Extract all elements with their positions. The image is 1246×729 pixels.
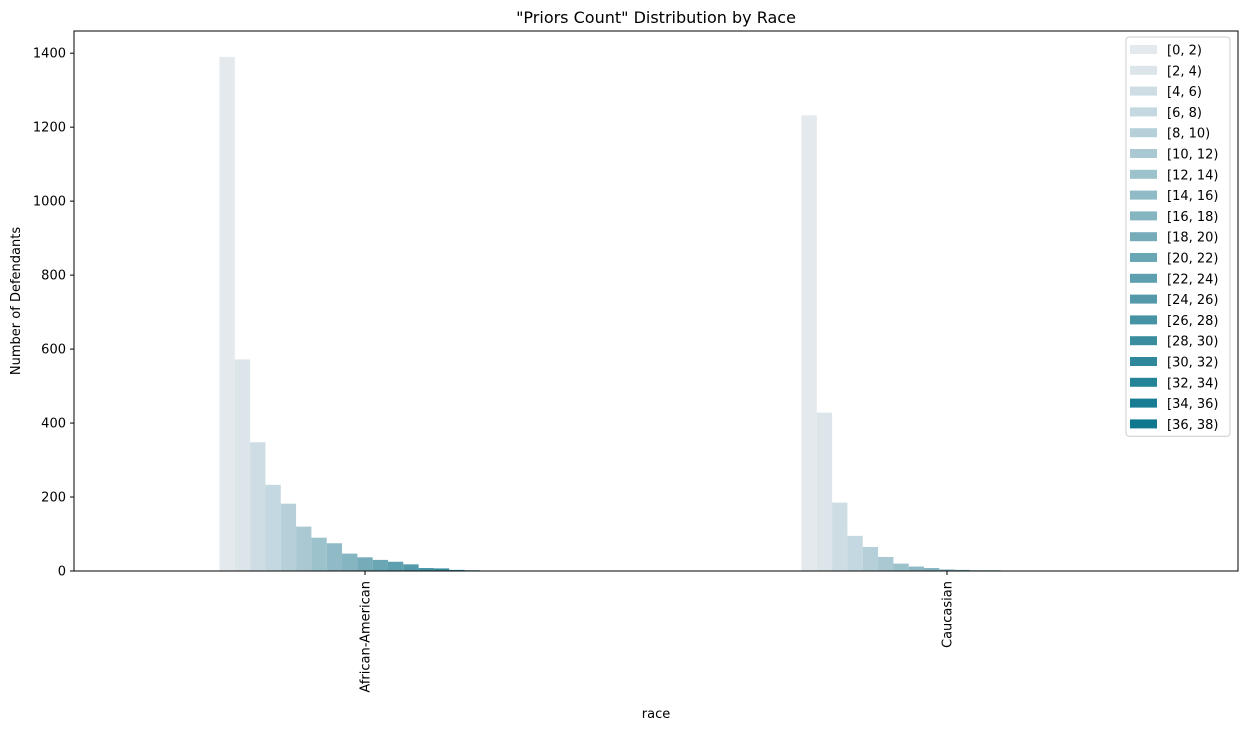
- x-axis-label: race: [642, 707, 670, 722]
- legend-label: [30, 32): [1167, 356, 1219, 371]
- y-tick-label: 200: [41, 491, 66, 506]
- legend-swatch: [1130, 419, 1157, 429]
- y-axis-label: Number of Defendants: [9, 227, 24, 375]
- bar: [326, 543, 343, 571]
- y-tick-label: 800: [41, 269, 66, 284]
- legend: [0, 2) [2, 4) [4, 6) [6, 8) [8, 10) [10, 12) […: [1125, 36, 1231, 437]
- bar: [908, 566, 925, 571]
- legend-swatch: [1130, 357, 1157, 366]
- bar: [296, 526, 312, 571]
- legend-swatch: [1130, 86, 1157, 96]
- legend-label: [18, 20): [1167, 231, 1219, 246]
- legend-swatch: [1130, 149, 1157, 158]
- bar: [372, 559, 388, 571]
- legend-swatch: [1130, 169, 1157, 179]
- bar: [878, 556, 894, 571]
- bar: [342, 553, 358, 571]
- bars-layer: [219, 56, 1032, 571]
- legend-label: [22, 24): [1167, 272, 1219, 287]
- legend-swatch: [1130, 211, 1157, 221]
- legend-label: [28, 30): [1167, 335, 1219, 350]
- legend-swatch: [1130, 45, 1157, 54]
- bar: [862, 546, 879, 571]
- legend-label: [4, 6): [1167, 85, 1202, 100]
- legend-swatch: [1130, 315, 1157, 325]
- legend-label: [32, 34): [1167, 376, 1219, 391]
- legend-label: [8, 10): [1167, 127, 1210, 142]
- y-tick-label: 600: [41, 343, 66, 358]
- legend-label: [14, 16): [1167, 189, 1219, 204]
- bar: [387, 561, 404, 571]
- legend-label: [20, 22): [1167, 252, 1219, 267]
- legend-swatch: [1130, 190, 1157, 200]
- bar: [832, 502, 848, 571]
- bar: [250, 442, 266, 571]
- bar: [433, 568, 450, 571]
- legend-swatch: [1130, 398, 1157, 408]
- legend-label: [10, 12): [1167, 148, 1219, 163]
- legend-label: [24, 26): [1167, 293, 1219, 308]
- y-tick-label: 400: [41, 417, 66, 432]
- bar: [265, 484, 281, 571]
- legend-swatch: [1130, 65, 1157, 75]
- bar: [939, 569, 955, 571]
- legend-label: [26, 28): [1167, 314, 1219, 329]
- chart-title: "Priors Count" Distribution by Race: [516, 8, 796, 27]
- x-axis: African-American Caucasian: [359, 571, 956, 693]
- legend-label: [2, 4): [1167, 64, 1202, 79]
- legend-label: [34, 36): [1167, 397, 1219, 412]
- legend-swatch: [1130, 232, 1157, 242]
- bar: [893, 563, 909, 571]
- x-tick-label: African-American: [359, 581, 374, 693]
- plot-frame: [73, 30, 1239, 572]
- legend-swatch: [1130, 336, 1157, 346]
- legend-swatch: [1130, 294, 1157, 304]
- y-tick-label: 1400: [33, 47, 66, 62]
- bar: [311, 537, 327, 571]
- bar: [403, 564, 419, 571]
- legend-label: [16, 18): [1167, 210, 1219, 225]
- legend-swatch: [1130, 128, 1157, 138]
- legend-swatch: [1130, 377, 1157, 387]
- legend-swatch: [1130, 253, 1157, 262]
- bar: [418, 568, 434, 571]
- y-tick-label: 1000: [33, 195, 66, 210]
- y-axis: 0 200 400 600 800 1000 1200 1400: [33, 47, 74, 580]
- legend-swatch: [1130, 273, 1157, 283]
- y-tick-label: 0: [58, 565, 66, 580]
- bar: [357, 557, 373, 571]
- y-tick-label: 1200: [33, 121, 66, 136]
- x-tick-label: Caucasian: [941, 581, 956, 648]
- bar: [234, 359, 251, 571]
- bar: [847, 535, 863, 571]
- bar: [449, 569, 465, 571]
- bar: [954, 569, 970, 571]
- bar: [801, 115, 817, 571]
- bar: [924, 568, 940, 571]
- bar: [816, 412, 833, 571]
- bar: [280, 503, 297, 571]
- bar: [219, 56, 235, 571]
- legend-label: [6, 8): [1167, 106, 1202, 121]
- legend-label: [36, 38): [1167, 418, 1219, 433]
- legend-swatch: [1130, 107, 1157, 117]
- legend-label: [0, 2): [1167, 44, 1202, 59]
- legend-label: [12, 14): [1167, 168, 1219, 183]
